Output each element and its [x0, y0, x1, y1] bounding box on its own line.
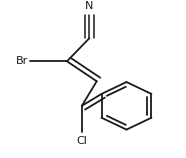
Text: Cl: Cl — [76, 136, 87, 146]
Text: N: N — [85, 1, 94, 11]
Text: Br: Br — [16, 56, 28, 66]
